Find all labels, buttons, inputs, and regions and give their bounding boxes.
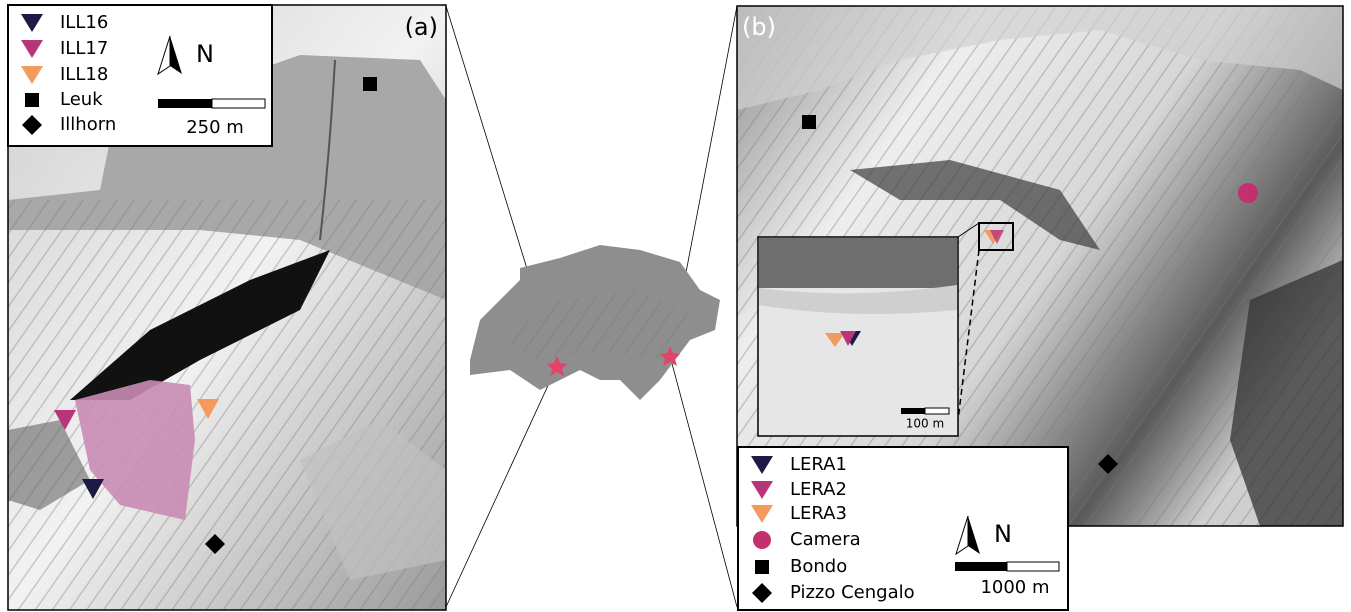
marker-leuk — [363, 77, 377, 91]
legend: ILL16 ILL17 ILL18 Leuk Illhorn N 250 m — [7, 4, 273, 147]
legend-label: Illhorn — [60, 114, 116, 135]
marker-illhorn — [205, 534, 225, 554]
inset-scale-label: 100 m — [906, 417, 944, 431]
site-star — [660, 346, 680, 366]
legend-label: ILL16 — [60, 12, 108, 33]
panel-b: 100 m (b) LERA1 LERA2 LERA3 Camera Bondo… — [736, 5, 1344, 611]
panel-label: (a) — [405, 13, 438, 41]
legend-label: Pizzo Cengalo — [790, 582, 915, 603]
marker-bondo — [802, 115, 816, 129]
legend-label: LERA2 — [790, 479, 847, 500]
legend-label: LERA1 — [790, 454, 847, 475]
overview-map — [470, 245, 720, 400]
panel-a: (a) ILL16 ILL17 ILL18 Leuk Illhorn N 250… — [7, 4, 447, 611]
scale-label: 250 m — [186, 117, 244, 138]
legend-label: ILL17 — [60, 38, 108, 59]
marker-ill18 — [197, 399, 219, 419]
marker-camera — [1238, 183, 1258, 203]
north-label: N — [994, 520, 1012, 548]
legend-label: Bondo — [790, 556, 847, 577]
legend-label: LERA3 — [790, 503, 847, 524]
panel-label: (b) — [742, 13, 776, 41]
scale-label: 1000 m — [980, 577, 1049, 598]
legend-label: Camera — [790, 529, 861, 550]
legend: LERA1 LERA2 LERA3 Camera Bondo Pizzo Cen… — [737, 446, 1069, 611]
marker-ill17 — [54, 410, 76, 430]
site-star — [547, 356, 567, 376]
north-label: N — [196, 40, 214, 68]
zoom-inset: 100 m — [757, 236, 959, 437]
legend-label: Leuk — [60, 89, 103, 110]
marker-ill16 — [82, 479, 104, 499]
marker-pizzo-cengalo — [1098, 454, 1118, 474]
legend-label: ILL18 — [60, 64, 108, 85]
